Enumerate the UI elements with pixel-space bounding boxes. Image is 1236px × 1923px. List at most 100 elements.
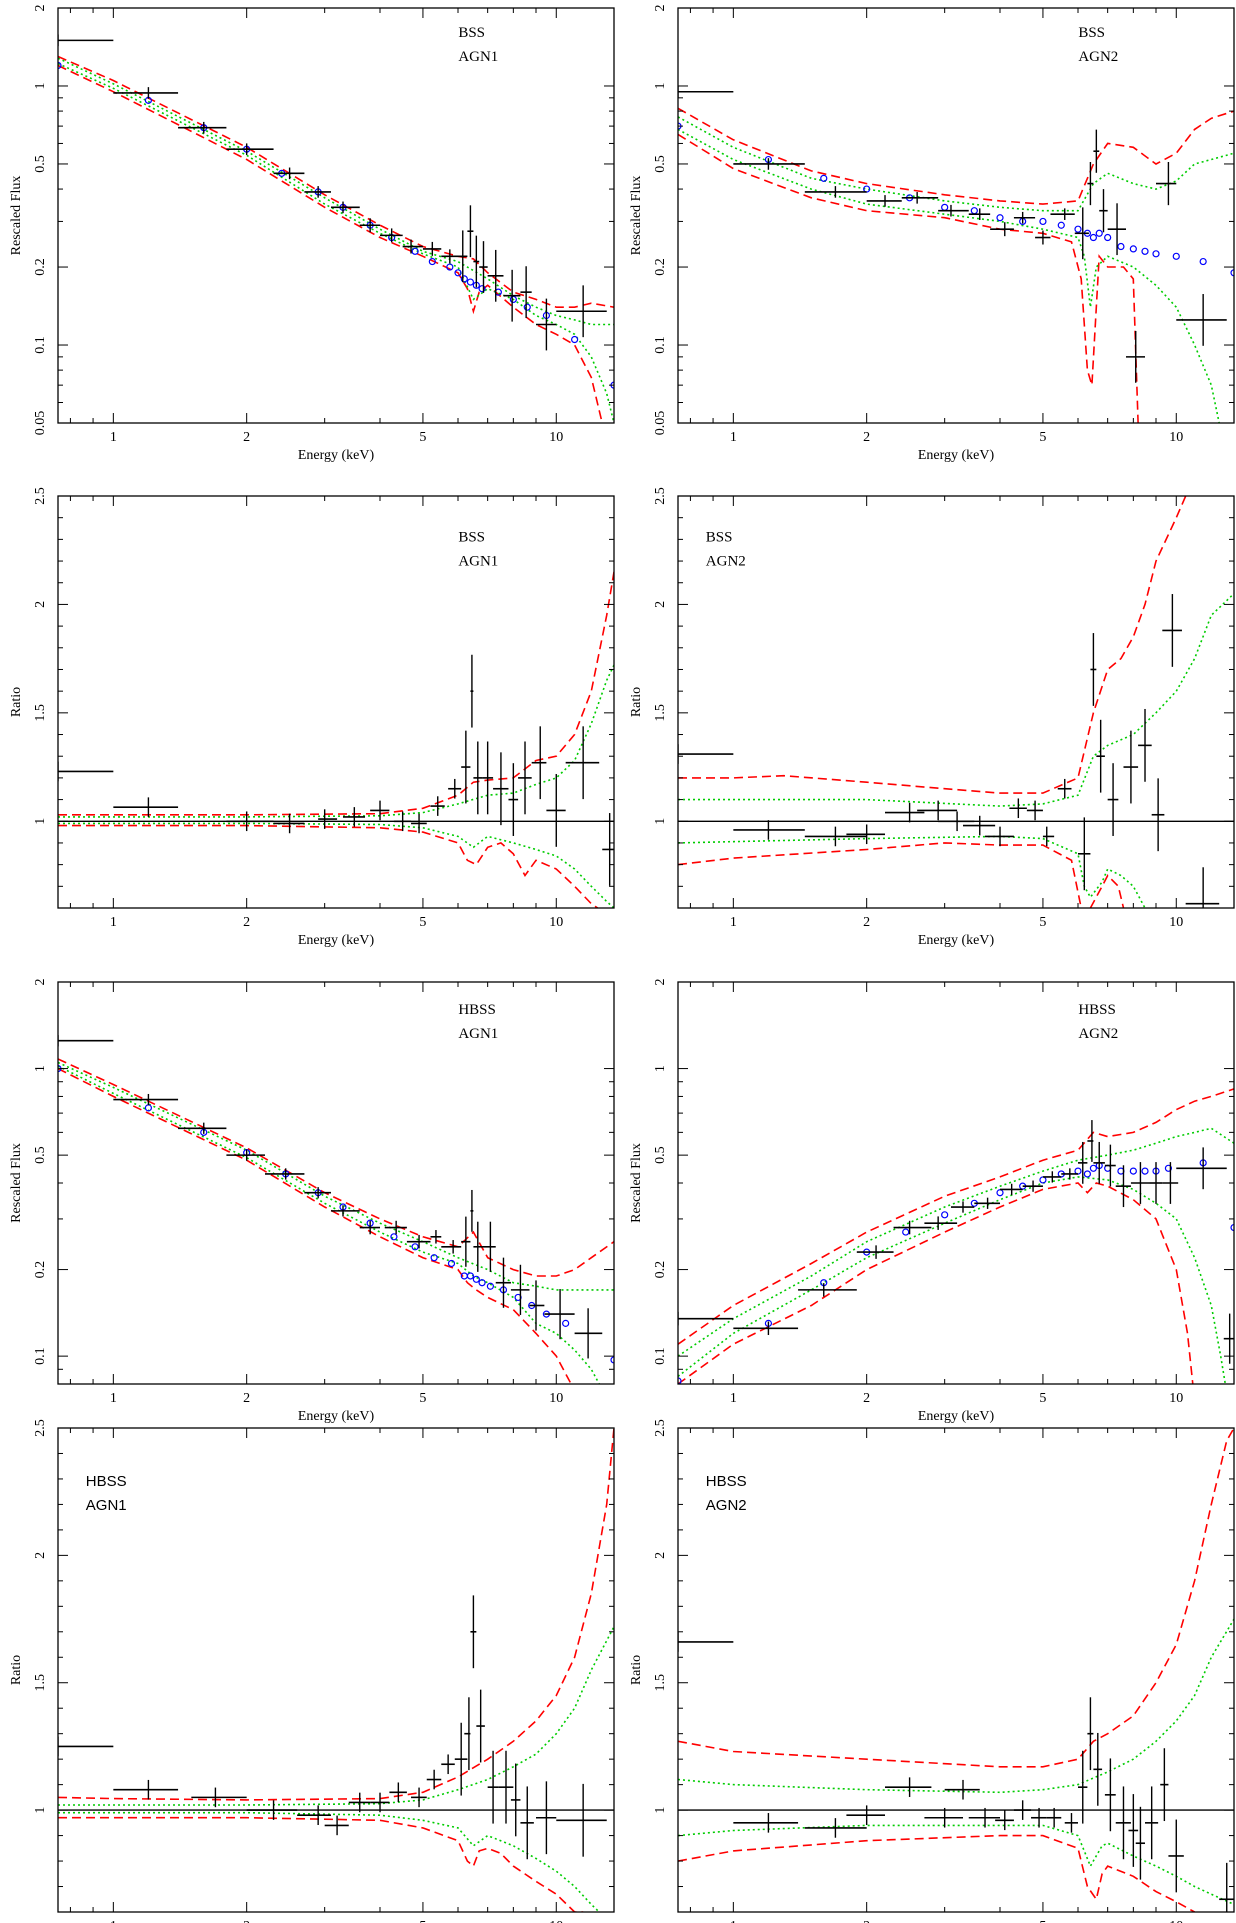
model-point <box>1057 221 1065 229</box>
data-point <box>1022 1180 1043 1192</box>
panel-annotation: AGN2 <box>1078 49 1118 65</box>
confidence-band-inner <box>58 62 614 423</box>
data-point <box>1162 594 1182 667</box>
data-point <box>901 192 939 204</box>
data-point <box>968 208 991 220</box>
data-point <box>1156 161 1177 206</box>
plot-area <box>678 496 1234 908</box>
y-tick-label: 0.2 <box>653 1261 668 1279</box>
data-point <box>963 815 996 836</box>
data-point <box>1057 778 1072 799</box>
data-point <box>470 654 474 728</box>
data-point <box>1042 826 1055 847</box>
y-tick-label: 1 <box>33 82 48 89</box>
data-point <box>544 1289 575 1340</box>
data-point <box>518 741 532 815</box>
data-point <box>1130 1162 1150 1204</box>
data-point <box>359 1220 381 1235</box>
plot-area <box>58 1428 614 1912</box>
data-point <box>1123 730 1139 804</box>
data-point <box>1031 1807 1047 1828</box>
confidence-band-inner <box>678 116 1234 212</box>
data-point <box>441 1754 455 1775</box>
data-point <box>1074 207 1089 260</box>
confidence-band-outer <box>58 1816 584 1912</box>
data-point <box>503 269 521 322</box>
data-point <box>359 218 381 233</box>
data-point <box>441 249 459 264</box>
model-point <box>466 278 475 286</box>
model-point <box>411 247 419 255</box>
data-point <box>58 1035 114 1047</box>
data-point <box>448 778 462 799</box>
x-tick-label: 2 <box>243 1391 250 1406</box>
y-tick-label: 0.2 <box>653 258 668 276</box>
data-point <box>402 239 423 254</box>
model-point <box>478 285 486 293</box>
confidence-band-outer <box>58 64 603 423</box>
model-point <box>820 174 828 182</box>
data-point <box>1149 1162 1163 1204</box>
confidence-band-inner <box>678 1618 1234 1794</box>
data-point <box>985 826 1014 847</box>
data-point <box>995 1810 1014 1831</box>
plot-frame <box>677 1427 1235 1913</box>
data-point <box>938 811 975 832</box>
confidence-band-inner <box>678 128 1220 423</box>
model-point <box>1152 250 1160 258</box>
model-point <box>1141 247 1149 255</box>
y-tick-label: 1 <box>33 1807 48 1814</box>
model-point <box>486 1282 494 1290</box>
confidence-band-outer <box>678 133 1139 423</box>
data-point <box>846 1805 886 1825</box>
data-point <box>470 1595 477 1669</box>
y-axis-label: Rescaled Flux <box>9 176 24 256</box>
model-point <box>970 207 978 215</box>
model-point <box>390 1233 398 1241</box>
y-tick-label: 0.05 <box>653 411 668 436</box>
data-point <box>493 752 509 826</box>
data-point <box>885 1777 932 1797</box>
data-point <box>246 1800 298 1820</box>
plot-area <box>58 1035 614 1384</box>
data-point <box>1050 208 1075 220</box>
plot-area <box>678 1428 1234 1912</box>
y-tick-label: 0.2 <box>33 1261 48 1279</box>
y-tick-label: 2.5 <box>33 487 48 505</box>
model-point <box>941 1211 949 1219</box>
data-point <box>1093 1141 1105 1184</box>
data-point <box>510 1264 530 1315</box>
data-point <box>1061 1168 1079 1180</box>
data-point <box>1107 203 1126 256</box>
data-point <box>348 1792 371 1813</box>
data-point <box>529 1280 545 1331</box>
data-point <box>370 800 390 821</box>
data-point <box>678 1632 734 1652</box>
panel-annotation: AGN2 <box>706 553 746 569</box>
data-point <box>866 195 902 207</box>
confidence-band-outer <box>678 1182 1194 1384</box>
x-tick-label: 10 <box>1169 1391 1183 1406</box>
x-tick-label: 1 <box>730 1919 737 1923</box>
model-point <box>902 1228 910 1236</box>
y-tick-label: 2 <box>33 1552 48 1559</box>
y-tick-label: 1 <box>653 1065 668 1072</box>
data-point <box>318 809 338 829</box>
model-point <box>430 1254 438 1262</box>
confidence-band-outer <box>58 1428 614 1801</box>
y-tick-label: 2.5 <box>653 1419 668 1437</box>
x-tick-label: 2 <box>863 1391 870 1406</box>
data-point <box>804 1818 867 1838</box>
data-point <box>536 298 557 351</box>
model-point <box>941 203 949 211</box>
data-point <box>487 1750 499 1824</box>
y-tick-label: 1.5 <box>33 704 48 722</box>
y-tick-label: 2 <box>653 1552 668 1559</box>
data-point <box>58 761 114 782</box>
data-point <box>1090 633 1097 706</box>
data-point <box>461 1216 471 1267</box>
confidence-band-inner <box>58 1626 614 1806</box>
plot-frame <box>677 7 1235 424</box>
model-point <box>1117 242 1125 251</box>
data-point <box>536 1781 557 1855</box>
